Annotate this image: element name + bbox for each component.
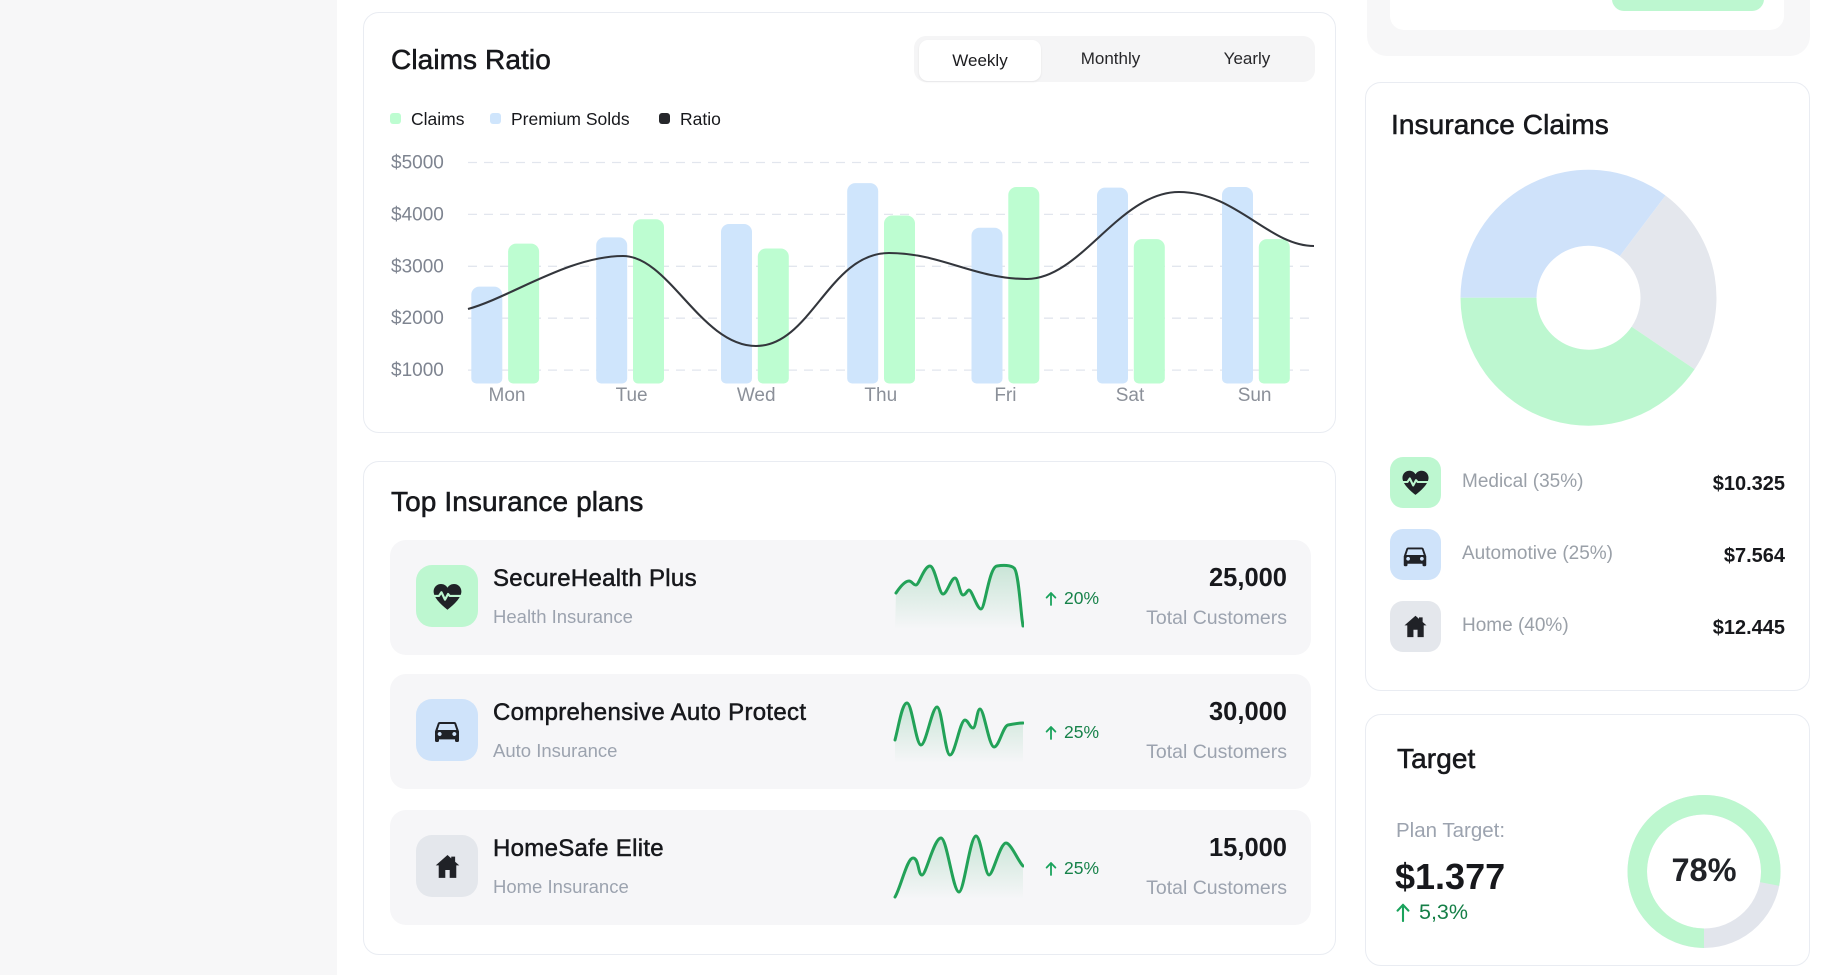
svg-text:Sun: Sun [1238,385,1272,406]
svg-text:Thu: Thu [864,385,897,406]
svg-text:Tue: Tue [616,385,648,406]
svg-text:$1000: $1000 [391,360,444,381]
svg-text:$4000: $4000 [391,204,444,225]
svg-text:Mon: Mon [489,385,526,406]
svg-text:$2000: $2000 [391,308,444,329]
svg-text:Fri: Fri [994,385,1016,406]
svg-text:$3000: $3000 [391,256,444,277]
svg-text:Sat: Sat [1116,385,1145,406]
svg-text:Wed: Wed [737,385,776,406]
svg-text:$5000: $5000 [391,153,444,174]
